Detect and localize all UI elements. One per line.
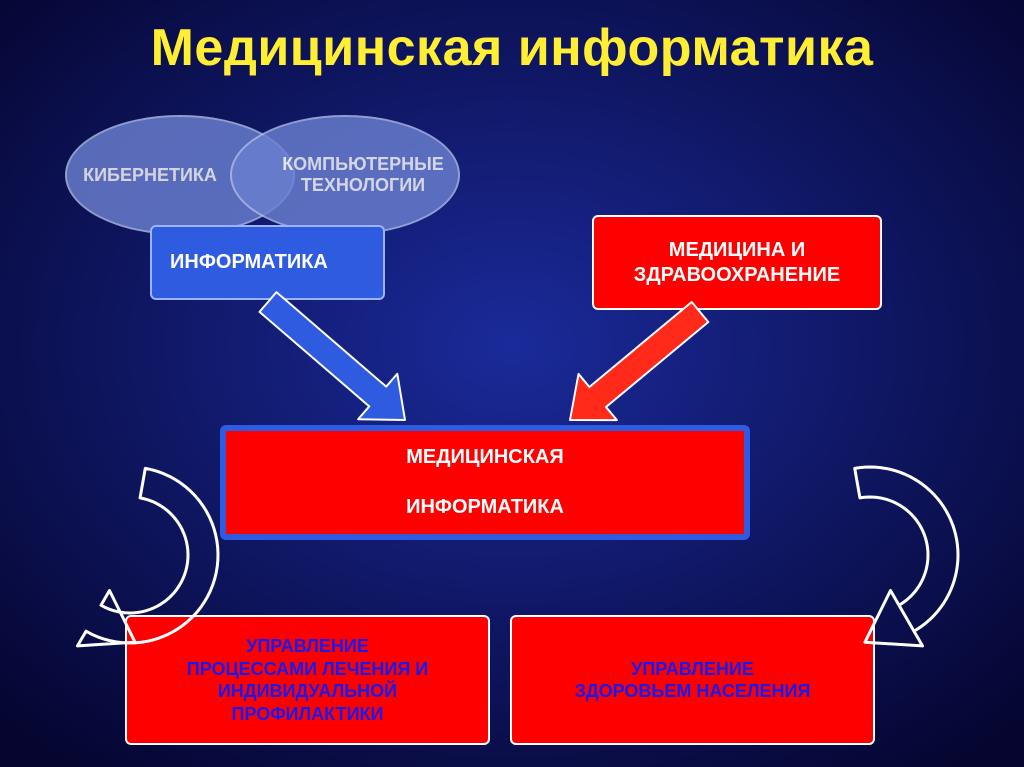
arrow-layer	[0, 0, 1024, 767]
diagram-stage: Медицинская информатика КИБЕРНЕТИКА КОМП…	[0, 0, 1024, 767]
